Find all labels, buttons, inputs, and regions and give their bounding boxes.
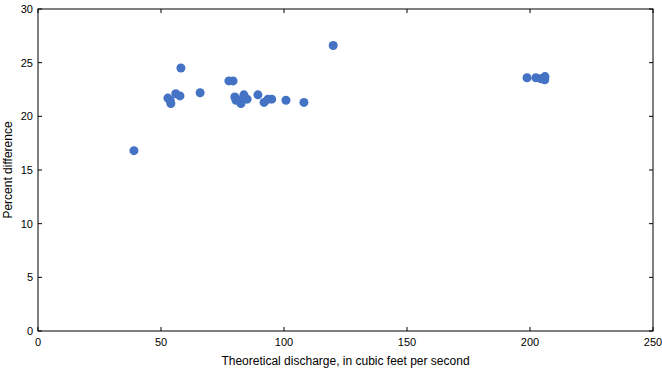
chart-svg: 0 50 100 150 200 250 0 5 10 15 20 25 30 Theoretical d… [0, 0, 662, 373]
x-tick-label: 0 [35, 336, 41, 348]
y-tick [38, 277, 42, 278]
y-tick [38, 170, 42, 171]
x-tick [284, 327, 285, 331]
point [129, 146, 138, 155]
x-tick-label: 250 [644, 336, 662, 348]
y-tick-right [649, 223, 653, 224]
y-tick-right [649, 170, 653, 171]
y-tick-label: 30 [21, 3, 33, 15]
point [281, 96, 290, 105]
y-tick-right [649, 277, 653, 278]
x-tick-top [161, 9, 162, 13]
x-tick-top [407, 9, 408, 13]
x-tick-label: 150 [398, 336, 416, 348]
y-tick-right [649, 62, 653, 63]
y-tick-label: 0 [27, 325, 33, 337]
point [196, 88, 205, 97]
x-tick [530, 327, 531, 331]
point [176, 64, 185, 73]
point [299, 98, 308, 107]
x-tick-label: 50 [155, 336, 167, 348]
x-tick-label: 200 [521, 336, 539, 348]
x-tick [407, 327, 408, 331]
x-tick [161, 327, 162, 331]
point [229, 76, 238, 85]
chart-container: 0 50 100 150 200 250 0 5 10 15 20 25 30 Theoretical d… [0, 0, 662, 373]
point [541, 72, 550, 81]
y-tick-right [649, 116, 653, 117]
y-tick-label: 20 [21, 110, 33, 122]
y-tick [38, 62, 42, 63]
y-tick-label: 10 [21, 218, 33, 230]
y-tick-label: 25 [21, 57, 33, 69]
background [0, 0, 662, 373]
x-tick-top [284, 9, 285, 13]
point [523, 73, 532, 82]
point [329, 41, 338, 50]
x-tick-top [530, 9, 531, 13]
x-axis-label: Theoretical discharge, in cubic feet per… [221, 354, 469, 368]
x-tick-label: 100 [275, 336, 293, 348]
plot-frame [38, 9, 653, 331]
y-tick [38, 223, 42, 224]
y-tick-label: 5 [27, 271, 33, 283]
point [243, 95, 252, 104]
point [175, 91, 184, 100]
point [267, 95, 276, 104]
y-tick [38, 116, 42, 117]
points [129, 41, 549, 155]
y-axis-label: Percent difference [1, 121, 15, 218]
point [253, 90, 262, 99]
y-tick-label: 15 [21, 164, 33, 176]
